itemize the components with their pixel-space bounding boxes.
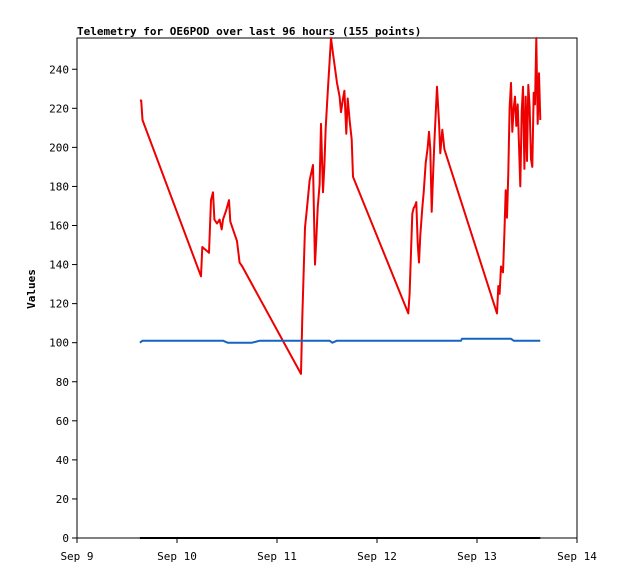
- x-tick-label: Sep 12: [357, 550, 397, 563]
- y-tick-label: 160: [49, 220, 69, 233]
- y-axis-label: Values: [25, 269, 38, 309]
- chart-title: Telemetry for OE6POD over last 96 hours …: [77, 25, 421, 38]
- y-tick-label: 0: [62, 532, 69, 545]
- x-tick-label: Sep 10: [157, 550, 197, 563]
- x-axis-ticks: Sep 9 Sep 10 Sep 11 Sep 12 Sep 13 Sep 14: [60, 538, 597, 563]
- y-tick-label: 20: [56, 493, 69, 506]
- y-tick-label: 240: [49, 63, 69, 76]
- y-axis-ticks: 0 20 40 60 80 100 120 140 160 180 200 220 240: [49, 63, 77, 545]
- y-tick-label: 80: [56, 376, 69, 389]
- y-tick-label: 60: [56, 415, 69, 428]
- y-tick-label: 100: [49, 337, 69, 350]
- y-tick-label: 220: [49, 102, 69, 115]
- y-tick-label: 40: [56, 454, 69, 467]
- y-tick-label: 120: [49, 298, 69, 311]
- y-tick-label: 180: [49, 180, 69, 193]
- y-tick-label: 200: [49, 141, 69, 154]
- x-tick-label: Sep 13: [457, 550, 497, 563]
- series-lines: [139, 37, 542, 539]
- y-tick-label: 140: [49, 259, 69, 272]
- x-tick-label: Sep 11: [257, 550, 297, 563]
- series-line-2: [139, 337, 541, 344]
- x-tick-label: Sep 9: [60, 550, 93, 563]
- x-tick-label: Sep 14: [557, 550, 597, 563]
- series-line-1: [139, 37, 542, 375]
